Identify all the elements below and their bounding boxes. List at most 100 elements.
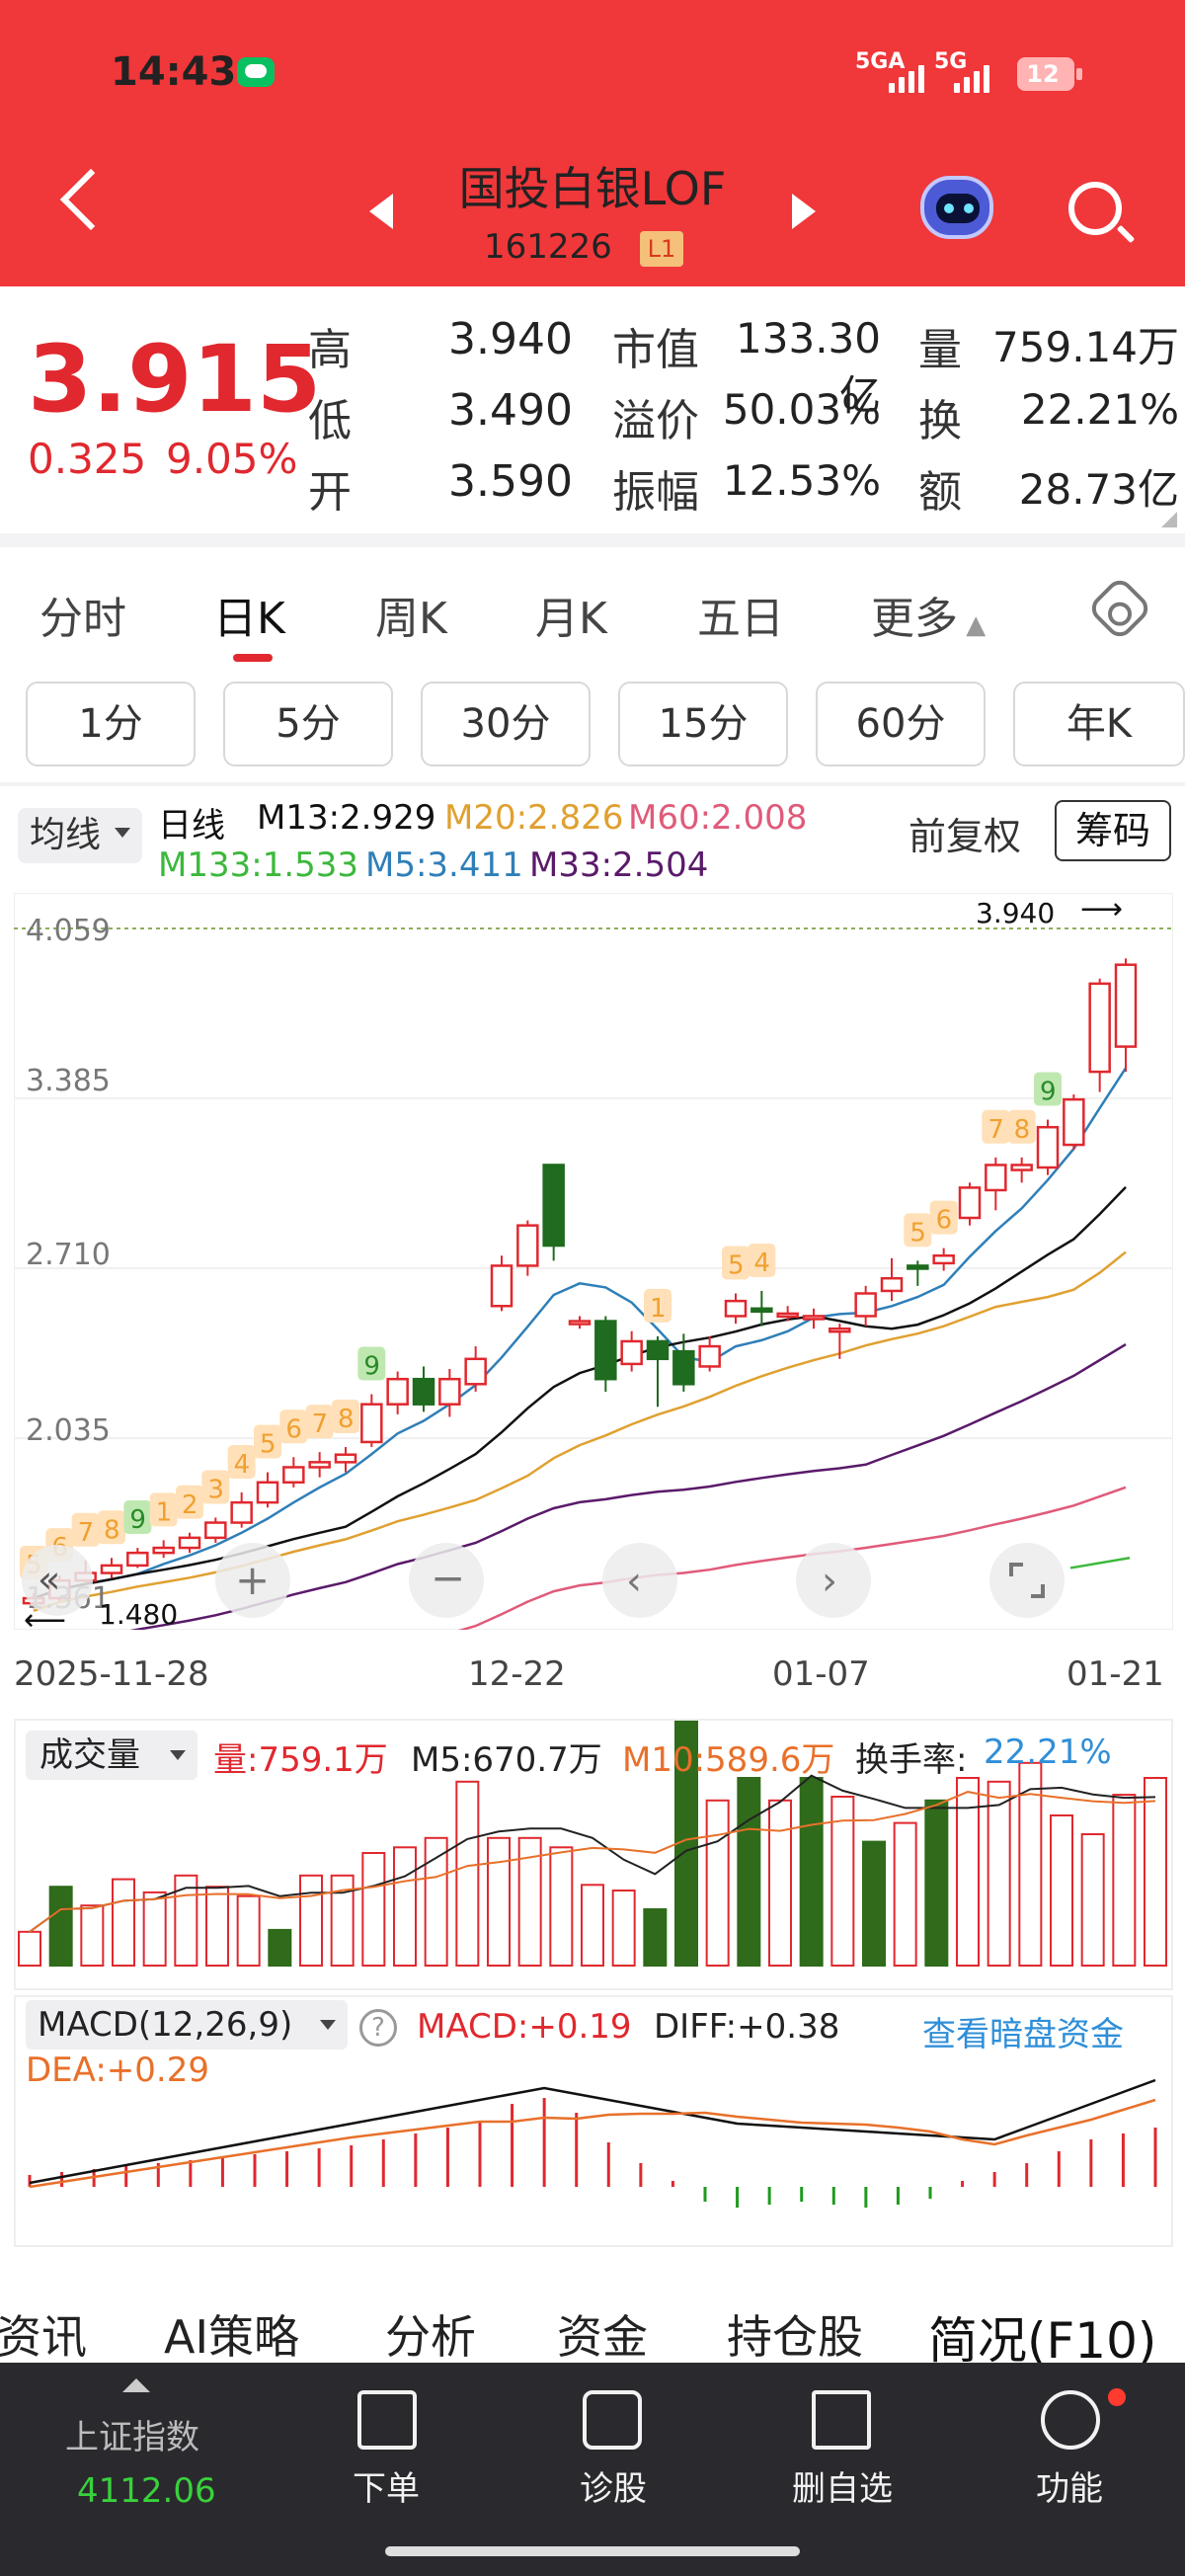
volume-bar (424, 1836, 448, 1967)
fullscreen-icon[interactable] (989, 1543, 1065, 1618)
td-badge-label: 6 (936, 1206, 953, 1236)
tab-more[interactable]: 更多 ▲ (871, 583, 986, 646)
volume-bar (174, 1874, 198, 1967)
premium-value: 50.03% (722, 385, 881, 434)
prev-stock-icon[interactable] (369, 194, 393, 229)
ma-line (1069, 1557, 1131, 1570)
tab-week-k[interactable]: 周K (375, 594, 447, 644)
index-name[interactable]: 上证指数 (65, 2418, 199, 2457)
wechat-icon (237, 57, 275, 87)
last-price: 3.915 (28, 326, 322, 434)
y-tick: 2.035 (26, 1413, 111, 1448)
candle-body (1036, 1125, 1060, 1169)
macd-indicator-select[interactable]: MACD(12,26,9) (26, 2000, 348, 2050)
period-30min-button[interactable]: 30分 (421, 682, 591, 766)
tab-funds[interactable]: 资金 (557, 2310, 648, 2364)
diagnose-icon[interactable] (583, 2390, 642, 2450)
volume-select-label: 成交量 (40, 1735, 140, 1775)
period-5min-button[interactable]: 5分 (223, 682, 393, 766)
td-badge-label: 5 (909, 1218, 926, 1248)
help-icon[interactable]: ? (359, 2009, 397, 2047)
candle-body (152, 1546, 175, 1555)
tab-day-k[interactable]: 日K (213, 594, 285, 644)
dark-pool-link[interactable]: 查看暗盘资金 (922, 2015, 1124, 2054)
volume-panel[interactable] (14, 1719, 1173, 1990)
period-60min-button[interactable]: 60分 (816, 682, 986, 766)
nav-order[interactable]: 下单 (353, 2469, 420, 2509)
nav-function[interactable]: 功能 (1036, 2469, 1103, 2509)
max-price-label: 3.940 (976, 897, 1055, 929)
period-year-k-button[interactable]: 年K (1013, 682, 1185, 766)
open-label: 开 (308, 467, 352, 518)
candle-body (750, 1307, 773, 1314)
turnover-label: 换 (918, 396, 962, 446)
tab-news[interactable]: 资讯 (0, 2310, 87, 2364)
kline-chart[interactable]: 5678912345678915456789 4.059 3.385 2.710… (14, 893, 1173, 1630)
fullscreen-glyph (1009, 1563, 1045, 1598)
adjust-mode[interactable]: 前复权 (908, 815, 1022, 858)
chip-distribution-button[interactable]: 筹码 (1055, 800, 1171, 861)
tab-analysis[interactable]: 分析 (385, 2310, 476, 2364)
td-badge-label: 2 (182, 1490, 198, 1520)
macd-line (29, 2078, 1156, 2185)
candle-body (568, 1320, 592, 1326)
tab-intraday[interactable]: 分时 (40, 594, 126, 644)
td-badge-label: 8 (338, 1405, 355, 1434)
amplitude-label: 振幅 (612, 467, 699, 518)
quote-panel (0, 286, 1185, 528)
search-icon[interactable] (1068, 182, 1122, 235)
ma-line (33, 1067, 1128, 1600)
volume-bar (487, 1836, 511, 1967)
settings-icon[interactable] (1086, 575, 1153, 642)
nav-diagnose[interactable]: 诊股 (580, 2469, 647, 2509)
zoom-in-icon[interactable] (215, 1543, 290, 1618)
td-badge (357, 1346, 386, 1381)
mcap-label: 市值 (612, 325, 699, 375)
volume-bar (142, 1891, 167, 1967)
collapse-icon[interactable] (22, 1545, 93, 1616)
remove-watchlist-icon[interactable] (812, 2390, 871, 2450)
td-badge-label: 9 (363, 1352, 380, 1382)
expand-up-icon[interactable] (122, 2378, 150, 2392)
period-15min-button[interactable]: 15分 (618, 682, 788, 766)
candle-body (1088, 982, 1111, 1074)
tab-five-day[interactable]: 五日 (697, 594, 784, 644)
volume-bar (1112, 1794, 1137, 1967)
candle-body (464, 1357, 487, 1386)
scroll-right-icon[interactable] (796, 1543, 871, 1618)
td-badge (644, 1288, 672, 1323)
td-badge (904, 1213, 932, 1248)
td-badge (149, 1492, 178, 1527)
zoom-out-icon[interactable] (409, 1543, 484, 1618)
volume-m10-label: M10:589.6万 (622, 1740, 835, 1780)
td-badge (1034, 1072, 1062, 1106)
menu-icon[interactable] (1041, 2390, 1100, 2450)
candle-body (438, 1377, 461, 1406)
expand-corner-icon[interactable] (1161, 512, 1177, 527)
x-label-start: 2025-11-28 (14, 1654, 209, 1694)
y-tick: 3.385 (26, 1064, 111, 1098)
ma-line (457, 1486, 1127, 1630)
nav-remove-watchlist[interactable]: 删自选 (792, 2469, 893, 2509)
tab-month-k[interactable]: 月K (535, 594, 607, 644)
x-label-end: 01-21 (1066, 1654, 1164, 1694)
period-1min-button[interactable]: 1分 (26, 682, 196, 766)
tab-holdings[interactable]: 持仓股 (727, 2310, 863, 2364)
tab-ai-strategy[interactable]: AI策略 (164, 2310, 300, 2364)
volume-indicator-select[interactable]: 成交量 (26, 1731, 198, 1780)
td-badge-label: 5 (728, 1251, 745, 1281)
tab-profile-f10[interactable]: 简况(F10) (928, 2312, 1157, 2370)
order-icon[interactable] (357, 2390, 417, 2450)
y-tick: 2.710 (26, 1238, 111, 1272)
volume-bar (581, 1884, 604, 1967)
next-stock-icon[interactable] (792, 194, 816, 229)
macd-panel[interactable] (14, 1995, 1173, 2247)
candle-body (386, 1377, 409, 1406)
status-time: 14:43 (111, 49, 237, 95)
volume-bar (549, 1846, 574, 1967)
ma-select[interactable]: 均线 (18, 808, 142, 863)
min-price-label: 1.480 (99, 1598, 178, 1630)
ai-assistant-icon[interactable] (920, 176, 993, 239)
turnover-value: 22.21% (1020, 385, 1179, 434)
scroll-left-icon[interactable] (602, 1543, 677, 1618)
